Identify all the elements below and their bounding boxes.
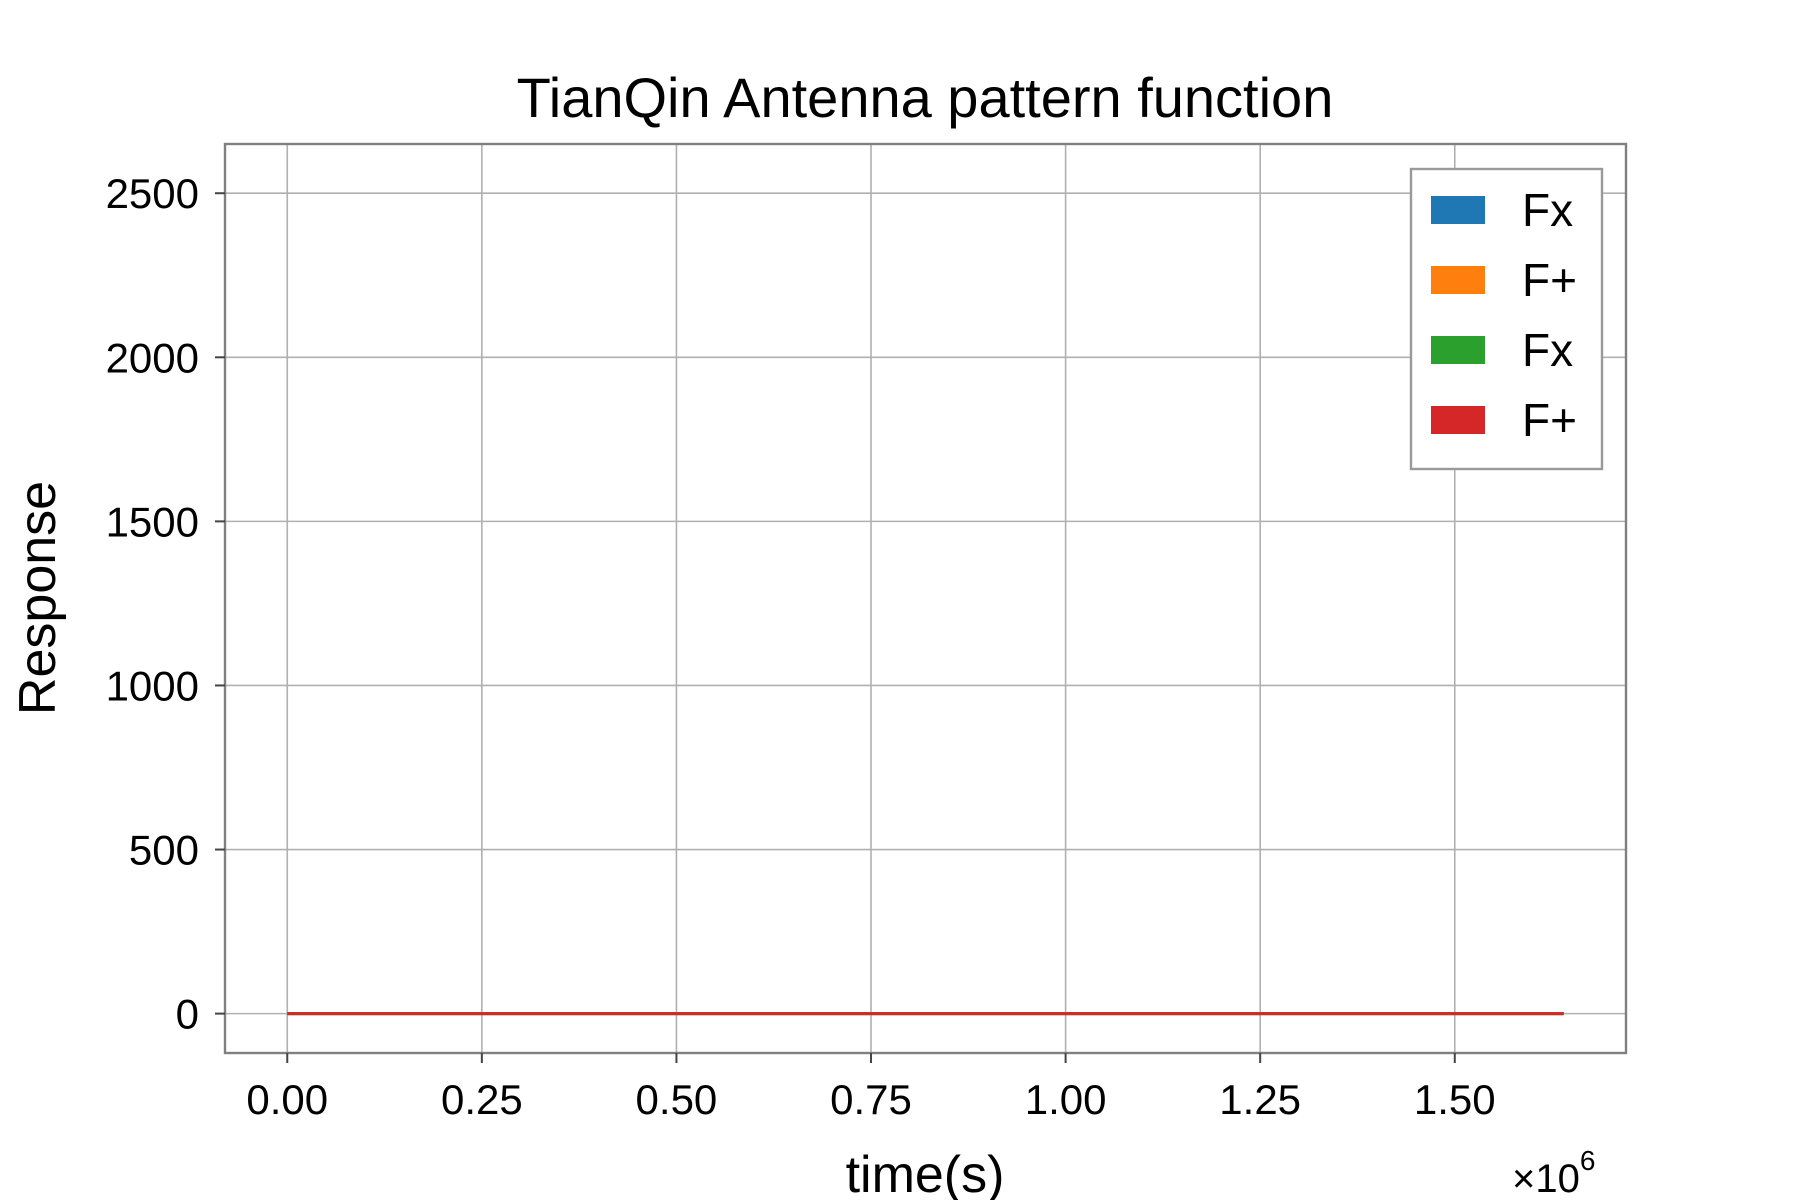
legend-label: Fx [1522, 324, 1573, 376]
y-tick-label: 2000 [106, 334, 199, 381]
legend-label: Fx [1522, 184, 1573, 236]
y-tick-label: 1500 [106, 498, 199, 545]
x-axis-label: time(s) [846, 1146, 1005, 1200]
y-axis-label: Response [9, 481, 67, 715]
legend-label: F+ [1522, 254, 1577, 306]
y-tick-label: 500 [129, 827, 199, 874]
x-axis: 0.00 0.25 0.50 0.75 1.00 1.25 1.50 [246, 1053, 1496, 1123]
y-tick-label: 0 [176, 991, 199, 1038]
y-axis: 0 500 1000 1500 2000 2500 [106, 170, 225, 1038]
plot-frame [223, 142, 1628, 1055]
grid [225, 144, 1626, 1053]
legend-label: F+ [1522, 394, 1577, 446]
x-offset-label: ×106 [1512, 1145, 1595, 1200]
y-tick-label: 1000 [106, 662, 199, 709]
x-tick-label: 0.75 [830, 1076, 912, 1123]
legend-swatch [1431, 406, 1485, 434]
legend-swatch [1431, 336, 1485, 364]
legend: Fx F+ Fx F+ [1409, 167, 1604, 471]
chart-title: TianQin Antenna pattern function [517, 66, 1334, 129]
x-tick-label: 1.25 [1219, 1076, 1301, 1123]
legend-swatch [1431, 196, 1485, 224]
x-tick-label: 0.50 [636, 1076, 718, 1123]
x-tick-label: 1.50 [1414, 1076, 1496, 1123]
x-offset-exponent: 6 [1580, 1145, 1596, 1176]
x-tick-label: 0.25 [441, 1076, 523, 1123]
x-tick-label: 1.00 [1025, 1076, 1107, 1123]
x-tick-label: 0.00 [246, 1076, 328, 1123]
legend-swatch [1431, 266, 1485, 294]
y-tick-label: 2500 [106, 170, 199, 217]
x-offset-text: ×10 [1512, 1157, 1580, 1200]
